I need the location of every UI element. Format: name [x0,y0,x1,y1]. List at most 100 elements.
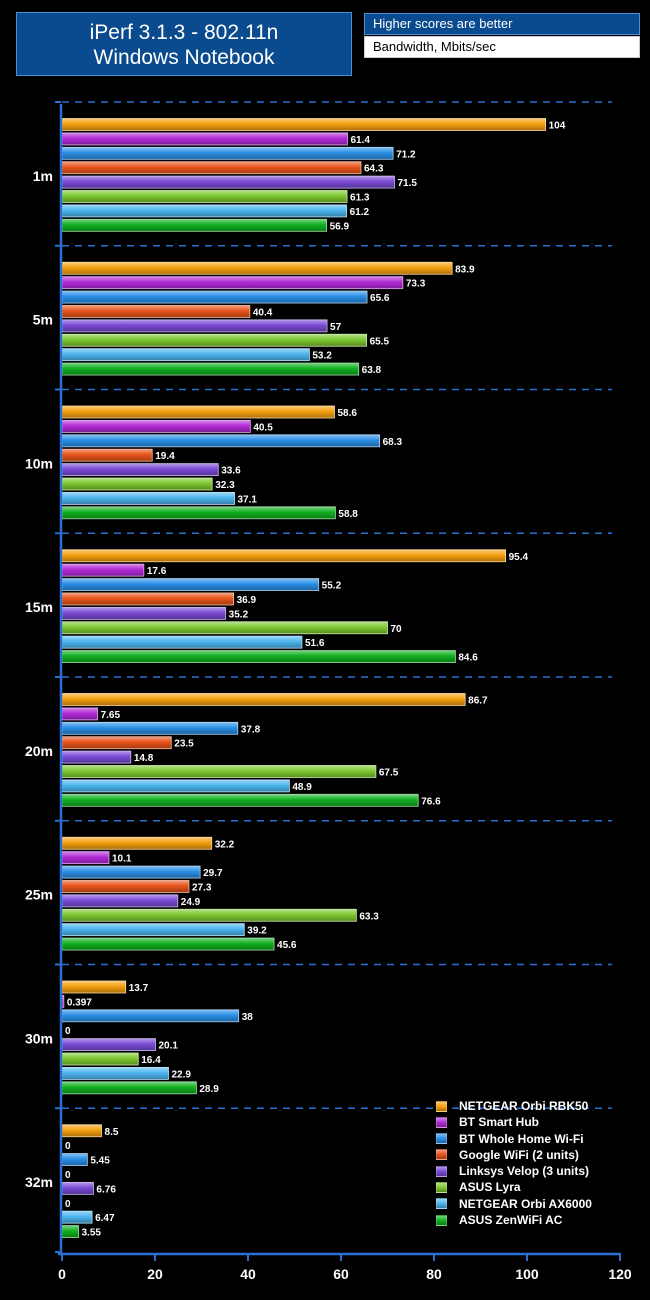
chart-title-line-1: iPerf 3.1.3 - 802.11n [89,21,279,44]
data-label: 32.3 [215,480,235,491]
data-label: 84.6 [458,653,478,664]
bar [61,793,419,807]
data-label: 6.47 [95,1213,115,1224]
data-label: 0 [65,1199,71,1210]
category-label: 25m [25,887,53,903]
bar [61,1225,79,1238]
bar [61,707,98,721]
data-label: 40.5 [253,422,273,433]
legend-swatch [436,1116,447,1128]
data-label: 27.3 [192,882,212,893]
bar [61,693,466,706]
data-label: 32.2 [215,839,235,850]
legend-item: ASUS ZenWiFi AC [436,1212,636,1228]
legend-item: BT Smart Hub [436,1114,636,1130]
bar [61,1052,139,1066]
bar [61,506,336,520]
bar [61,261,453,275]
bar [61,736,172,750]
bar [61,908,357,922]
data-label: 86.7 [468,696,488,707]
data-label: 71.2 [396,149,416,160]
legend-label: Google WiFi (2 units) [459,1147,579,1162]
data-label: 14.8 [134,753,154,764]
data-label: 68.3 [383,437,403,448]
data-label: 16.4 [141,1055,161,1066]
data-label: 83.9 [455,264,475,275]
legend-item: Linksys Velop (3 units) [436,1163,636,1179]
gridlines [62,101,612,1109]
data-label: 55.2 [322,581,342,592]
bar [61,276,404,290]
bar [61,1081,197,1095]
data-label: 104 [549,121,566,132]
data-label: 61.2 [350,207,370,218]
category-label: 32m [25,1174,53,1190]
legend-swatch [436,1181,447,1193]
bar [61,305,251,318]
bar [61,1153,88,1166]
bar [61,880,190,893]
data-label: 7.65 [101,710,121,721]
bar [61,635,303,649]
data-label: 73.3 [406,279,426,290]
bar [61,750,132,764]
legend-swatch [436,1149,447,1161]
data-label: 53.2 [312,351,332,362]
legend-label: ASUS Lyra [459,1180,521,1195]
legend-swatch [436,1198,447,1210]
data-label: 51.6 [305,638,325,649]
legend-item: NETGEAR Orbi RBK50 [436,1098,636,1114]
higher-is-better-note: Higher scores are better [364,13,640,35]
data-label: 61.4 [351,135,371,146]
bar [61,937,275,951]
bar [61,419,251,433]
bar [61,348,310,362]
data-label: 0.397 [67,997,92,1008]
data-label: 17.6 [147,566,167,577]
bar [61,1181,94,1195]
data-label: 37.8 [241,724,261,735]
category-label: 1m [33,168,53,184]
axes: 1m 5m 10m 15m 20m 25m 30m 32m 0 20 40 60 80 100 120 [25,101,632,1282]
bar [61,836,213,850]
data-label: 0 [65,1026,71,1037]
data-label: 29.7 [203,868,223,879]
bar [61,563,145,577]
bar [61,362,360,376]
data-label: 35.2 [229,609,249,620]
legend-label: NETGEAR Orbi RBK50 [459,1099,589,1113]
bar [61,218,327,232]
data-label: 45.6 [277,940,297,951]
bar [61,1124,102,1138]
data-label: 76.6 [421,796,441,807]
legend-swatch [436,1165,447,1177]
legend-swatch [436,1133,447,1145]
bar [61,995,65,1008]
bar [61,1038,156,1051]
data-label: 20.1 [158,1041,178,1052]
bar [61,923,245,937]
data-label: 65.6 [370,293,390,304]
data-label: 28.9 [199,1084,219,1095]
bar [61,448,153,462]
legend-label: BT Smart Hub [459,1115,540,1130]
legend-item: Google WiFi (2 units) [436,1147,636,1163]
data-label: 58.8 [338,509,358,520]
bar [61,980,127,994]
legend-label: BT Whole Home Wi-Fi [459,1131,584,1146]
data-label: 58.6 [337,408,357,419]
data-label: 10.1 [112,854,132,865]
chart-title-box: iPerf 3.1.3 - 802.11n Windows Notebook [16,12,352,76]
x-tick-label: 120 [608,1266,632,1282]
bar [61,606,227,620]
bar [61,333,367,347]
data-label: 65.5 [370,336,390,347]
legend-item: BT Whole Home Wi-Fi [436,1131,636,1147]
data-label: 67.5 [379,768,399,779]
data-label: 33.6 [221,466,241,477]
bar [61,1210,93,1224]
data-label: 64.3 [364,164,384,175]
data-label: 70 [391,624,403,635]
